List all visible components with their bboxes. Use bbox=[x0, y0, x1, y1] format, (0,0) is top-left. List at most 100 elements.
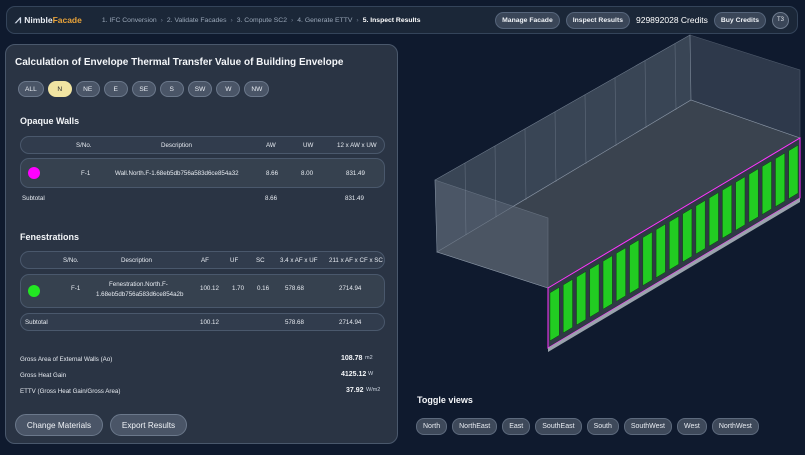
ettv-calculation-panel: Calculation of Envelope Thermal Transfer… bbox=[5, 44, 398, 444]
column-header: AF bbox=[201, 257, 209, 264]
view-northwest-button[interactable]: NorthWest bbox=[711, 418, 759, 435]
window-panel[interactable] bbox=[629, 239, 640, 294]
table-row[interactable]: F-1 Fenestration.North.F- 1.68eb5db756a5… bbox=[20, 274, 385, 308]
gross-area-label: Gross Area of External Walls (Ao) bbox=[20, 356, 113, 363]
logo-icon: ⩘ bbox=[15, 13, 22, 26]
ettv-label: ETTV (Gross Heat Gain/Gross Area) bbox=[20, 388, 121, 395]
window-panel[interactable] bbox=[642, 231, 653, 286]
direction-e-button[interactable]: E bbox=[103, 81, 128, 97]
window-panel[interactable] bbox=[655, 223, 666, 279]
direction-nw-button[interactable]: NW bbox=[244, 81, 270, 97]
user-avatar[interactable]: T3 bbox=[772, 11, 789, 29]
wall-description: Wall.North.F-1.68eb5db756a583d6ce854a32 bbox=[115, 170, 239, 177]
view-west-button[interactable]: West bbox=[677, 418, 707, 435]
inspect-results-button[interactable]: Inspect Results bbox=[565, 11, 630, 29]
north-facade-windows bbox=[549, 144, 799, 342]
building-3d-viewer[interactable] bbox=[405, 30, 805, 455]
wall-uw: 8.00 bbox=[301, 170, 314, 177]
toggle-views-bar: North NorthEast East SouthEast South Sou… bbox=[416, 418, 759, 435]
direction-ne-button[interactable]: NE bbox=[75, 81, 100, 97]
view-southwest-button[interactable]: SouthWest bbox=[623, 418, 672, 435]
window-panel[interactable] bbox=[549, 286, 560, 342]
fenestration-description: Fenestration.North.F- bbox=[109, 281, 168, 288]
column-header: S/No. bbox=[76, 142, 92, 149]
fenestration-af: 100.12 bbox=[200, 285, 219, 292]
chevron-right-icon: › bbox=[291, 16, 294, 24]
fenestration-sc: 0.16 bbox=[257, 285, 270, 292]
toggle-views-heading: Toggle views bbox=[417, 395, 473, 405]
credits-balance: 929892028 Credits bbox=[636, 15, 708, 25]
window-panel[interactable] bbox=[761, 160, 772, 215]
window-panel[interactable] bbox=[788, 144, 799, 200]
window-panel[interactable] bbox=[563, 278, 573, 334]
workflow-breadcrumb: 1. IFC Conversion › 2. Validate Facades … bbox=[102, 17, 421, 24]
fenestration-sno: F-1 bbox=[71, 285, 81, 292]
table-row[interactable]: F-1 Wall.North.F-1.68eb5db756a583d6ce854… bbox=[20, 158, 385, 188]
direction-w-button[interactable]: W bbox=[216, 81, 241, 97]
column-header: Description bbox=[121, 257, 152, 264]
window-panel[interactable] bbox=[708, 192, 719, 247]
direction-n-button[interactable]: N bbox=[47, 81, 72, 97]
subtotal-value: 831.49 bbox=[345, 195, 364, 202]
step-generate-ettv[interactable]: 4. Generate ETTV bbox=[297, 16, 353, 24]
window-panel[interactable] bbox=[602, 255, 613, 310]
window-panel[interactable] bbox=[576, 271, 587, 326]
fenestration-description-cont: 1.68eb5db756a583d6ce854a2b bbox=[96, 291, 184, 298]
heat-gain-value: 4125.12 bbox=[341, 371, 367, 378]
manage-facade-button[interactable]: Manage Facade bbox=[495, 11, 560, 29]
subtotal-solar: 2714.94 bbox=[339, 319, 362, 326]
step-compute-sc2[interactable]: 3. Compute SC2 bbox=[236, 16, 287, 24]
window-panel[interactable] bbox=[735, 176, 746, 231]
logo-text-prefix: Nimble bbox=[24, 15, 53, 25]
window-panel[interactable] bbox=[616, 247, 626, 302]
wall-color-swatch bbox=[28, 167, 40, 179]
wall-aw: 8.66 bbox=[266, 170, 279, 177]
heat-gain-label: Gross Heat Gain bbox=[20, 372, 67, 379]
panel-title: Calculation of Envelope Thermal Transfer… bbox=[15, 57, 344, 68]
opaque-subtotal-row: Subtotal 8.66 831.49 bbox=[20, 190, 385, 208]
direction-s-button[interactable]: S bbox=[159, 81, 184, 97]
wall-grid-lines bbox=[464, 43, 677, 236]
ettv-value: 37.92 bbox=[346, 387, 364, 394]
view-east-button[interactable]: East bbox=[502, 418, 531, 435]
direction-all-button[interactable]: ALL bbox=[18, 81, 44, 97]
export-results-button[interactable]: Export Results bbox=[110, 414, 187, 436]
fenestrations-heading: Fenestrations bbox=[20, 232, 80, 242]
column-header: AW bbox=[266, 142, 276, 149]
subtotal-label: Subtotal bbox=[22, 195, 45, 202]
opaque-walls-heading: Opaque Walls bbox=[20, 116, 80, 126]
fenestrations-table-header: S/No. Description AF UF SC 3.4 x AF x UF… bbox=[20, 251, 385, 269]
window-panel[interactable] bbox=[775, 152, 785, 208]
window-panel[interactable] bbox=[722, 184, 732, 239]
step-inspect-results[interactable]: 5. Inspect Results bbox=[362, 16, 421, 24]
direction-se-button[interactable]: SE bbox=[131, 81, 156, 97]
logo-text-suffix: Facade bbox=[52, 15, 82, 25]
top-navigation-bar: ⩘ Nimble Facade 1. IFC Conversion › 2. Va… bbox=[6, 6, 798, 34]
view-southeast-button[interactable]: SouthEast bbox=[535, 418, 582, 435]
view-north-button[interactable]: North bbox=[416, 418, 448, 435]
change-materials-button[interactable]: Change Materials bbox=[15, 414, 103, 436]
opaque-walls-table-header: S/No. Description AW UW 12 x AW x UW bbox=[20, 136, 385, 154]
column-header: Description bbox=[161, 142, 192, 149]
direction-sw-button[interactable]: SW bbox=[187, 81, 213, 97]
column-header: S/No. bbox=[63, 257, 79, 264]
window-panel[interactable] bbox=[589, 263, 600, 318]
window-panel[interactable] bbox=[748, 168, 759, 223]
gross-area-value: 108.78 bbox=[341, 355, 363, 362]
view-south-button[interactable]: South bbox=[586, 418, 619, 435]
column-header: 12 x AW x UW bbox=[337, 142, 377, 149]
column-header: SC bbox=[256, 257, 265, 264]
app-logo[interactable]: ⩘ Nimble Facade bbox=[15, 14, 82, 27]
direction-filter: ALL N NE E SE S SW W NW bbox=[18, 81, 270, 97]
step-ifc-conversion[interactable]: 1. IFC Conversion bbox=[101, 16, 157, 24]
step-validate-facades[interactable]: 2. Validate Facades bbox=[166, 16, 227, 24]
chevron-right-icon: › bbox=[356, 16, 359, 24]
window-panel[interactable] bbox=[669, 215, 679, 271]
window-panel[interactable] bbox=[682, 207, 693, 263]
fenestration-color-swatch bbox=[28, 285, 40, 297]
buy-credits-button[interactable]: Buy Credits bbox=[713, 11, 766, 29]
window-panel[interactable] bbox=[695, 200, 706, 255]
column-header: 3.4 x AF x UF bbox=[280, 257, 318, 264]
view-northeast-button[interactable]: NorthEast bbox=[452, 418, 498, 435]
column-header: 211 x AF x CF x SC bbox=[329, 257, 383, 264]
